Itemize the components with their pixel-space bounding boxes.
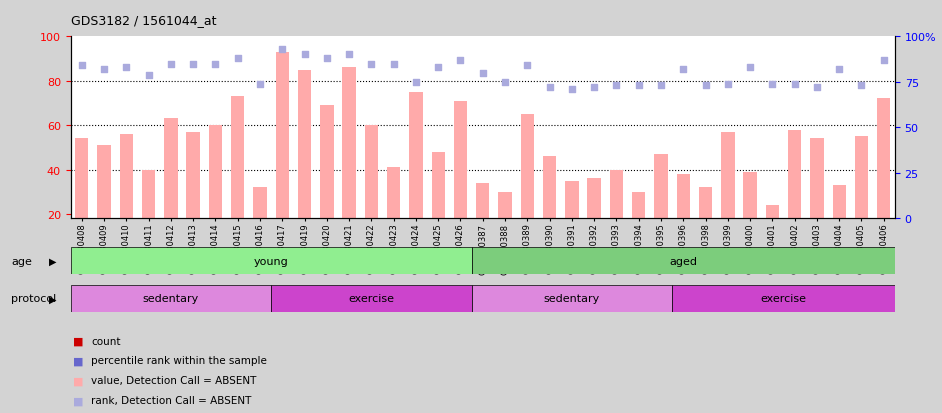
Point (119, 65, 134, 71)
Bar (276, 53, 289, 259)
Bar (209, 126, 222, 259)
Point (832, 66, 847, 73)
Text: sedentary: sedentary (544, 293, 600, 304)
Bar (588, 179, 601, 259)
Point (252, 81, 268, 88)
Bar (565, 181, 578, 259)
Text: value, Detection Call = ABSENT: value, Detection Call = ABSENT (91, 375, 257, 385)
Text: ■: ■ (73, 395, 84, 405)
Bar (699, 188, 712, 259)
Bar (655, 154, 668, 259)
Point (854, 83, 869, 90)
Bar (142, 170, 155, 259)
Point (809, 85, 824, 91)
Point (564, 87, 579, 93)
Text: percentile rank within the sample: percentile rank within the sample (91, 356, 268, 366)
Bar (431, 152, 445, 259)
Bar (877, 99, 890, 259)
Bar (271, 285, 472, 312)
Bar (676, 175, 690, 259)
Bar (75, 139, 89, 259)
Bar (187, 133, 200, 259)
Point (609, 83, 624, 90)
Point (721, 81, 736, 88)
Point (542, 85, 557, 91)
Text: exercise: exercise (760, 293, 806, 304)
Point (475, 70, 490, 77)
Point (631, 83, 646, 90)
Point (497, 79, 512, 86)
Text: ■: ■ (73, 356, 84, 366)
Text: GDS3182 / 1561044_at: GDS3182 / 1561044_at (71, 14, 216, 27)
Text: count: count (91, 336, 121, 346)
Point (186, 61, 201, 68)
Bar (521, 115, 534, 259)
Bar (743, 172, 756, 259)
Bar (409, 93, 423, 259)
Point (788, 81, 803, 88)
Point (364, 61, 379, 68)
Point (342, 52, 357, 59)
Text: ▶: ▶ (49, 256, 57, 266)
Text: aged: aged (669, 256, 697, 266)
Point (74, 63, 89, 69)
Text: age: age (11, 256, 32, 266)
Point (275, 47, 290, 53)
Bar (120, 135, 133, 259)
Bar (609, 170, 623, 259)
Bar (673, 285, 895, 312)
Bar (97, 146, 111, 259)
Point (698, 83, 713, 90)
Bar (164, 119, 178, 259)
Point (163, 61, 178, 68)
Text: ■: ■ (73, 375, 84, 385)
Text: ▶: ▶ (49, 294, 57, 304)
Bar (833, 186, 846, 259)
Bar (632, 192, 645, 259)
Point (230, 56, 245, 62)
Text: young: young (253, 256, 288, 266)
Bar (71, 285, 271, 312)
Bar (71, 248, 472, 275)
Text: exercise: exercise (349, 293, 395, 304)
Point (96, 66, 111, 73)
Point (386, 61, 401, 68)
Point (587, 85, 602, 91)
Bar (472, 248, 895, 275)
Point (654, 83, 669, 90)
Bar (231, 97, 244, 259)
Point (297, 52, 312, 59)
Bar (343, 68, 356, 259)
Bar (298, 70, 311, 259)
Text: sedentary: sedentary (143, 293, 199, 304)
Bar (854, 137, 869, 259)
Bar (387, 168, 400, 259)
Bar (498, 192, 512, 259)
Bar (766, 206, 779, 259)
Bar (476, 183, 490, 259)
Bar (543, 157, 557, 259)
Point (675, 66, 690, 73)
Point (409, 79, 424, 86)
Bar (320, 106, 333, 259)
Bar (253, 188, 267, 259)
Text: ■: ■ (73, 336, 84, 346)
Point (765, 81, 780, 88)
Bar (365, 126, 378, 259)
Point (141, 72, 156, 78)
Bar (810, 139, 823, 259)
Point (520, 63, 535, 69)
Point (453, 57, 468, 64)
Bar (722, 133, 735, 259)
Point (742, 65, 757, 71)
Point (430, 65, 446, 71)
Point (208, 61, 223, 68)
Text: rank, Detection Call = ABSENT: rank, Detection Call = ABSENT (91, 395, 252, 405)
Point (876, 57, 891, 64)
Bar (472, 285, 673, 312)
Text: protocol: protocol (11, 294, 57, 304)
Point (319, 56, 334, 62)
Bar (454, 102, 467, 259)
Bar (788, 130, 802, 259)
